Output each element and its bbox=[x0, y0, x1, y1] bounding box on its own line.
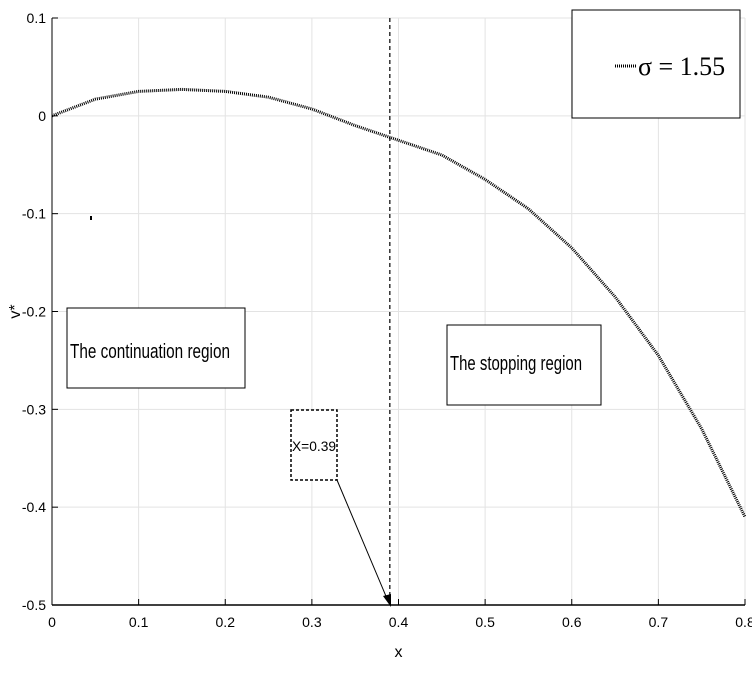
legend: σ = 1.55 bbox=[571, 9, 741, 119]
y-tick-label: -0.4 bbox=[22, 499, 46, 515]
tick-labels: 0 0.1 0.2 0.3 0.4 0.5 0.6 0.7 0.8 0.1 0 -0.1 -0.2 -0.… bbox=[22, 10, 752, 630]
x-tick-label: 0.7 bbox=[649, 614, 669, 630]
threshold-arrow bbox=[336, 479, 389, 602]
x-tick-label: 0.1 bbox=[129, 614, 149, 630]
x-axis-label: x bbox=[395, 644, 403, 661]
y-tick-label: -0.3 bbox=[22, 401, 46, 417]
y-tick-label: 0 bbox=[38, 108, 46, 124]
y-tick-label: 0.1 bbox=[27, 10, 47, 26]
x-tick-label: 0.5 bbox=[475, 614, 495, 630]
y-tick-label: -0.1 bbox=[22, 206, 46, 222]
axes bbox=[51, 17, 746, 606]
threshold-label: X=0.39 bbox=[292, 438, 336, 454]
continuation-region-annotation: The continuation region bbox=[66, 307, 246, 389]
y-tick-label: -0.2 bbox=[22, 304, 46, 320]
y-axis-label: v* bbox=[7, 304, 24, 318]
threshold-arrowhead bbox=[383, 594, 391, 607]
y-tick-label: -0.5 bbox=[22, 597, 46, 613]
continuation-region-text: The continuation region bbox=[70, 341, 230, 363]
x-tick-label: 0.3 bbox=[302, 614, 322, 630]
grid bbox=[51, 17, 746, 606]
stray-mark bbox=[90, 216, 92, 220]
stopping-region-annotation: The stopping region bbox=[446, 324, 602, 406]
x-tick-label: 0.6 bbox=[562, 614, 582, 630]
x-tick-label: 0.8 bbox=[735, 614, 752, 630]
legend-label: σ = 1.55 bbox=[638, 52, 725, 81]
x-tick-label: 0.2 bbox=[216, 614, 236, 630]
stopping-region-text: The stopping region bbox=[450, 353, 582, 375]
x-tick-label: 0 bbox=[48, 614, 56, 630]
threshold-annotation: X=0.39 bbox=[290, 409, 391, 607]
x-tick-label: 0.4 bbox=[389, 614, 409, 630]
